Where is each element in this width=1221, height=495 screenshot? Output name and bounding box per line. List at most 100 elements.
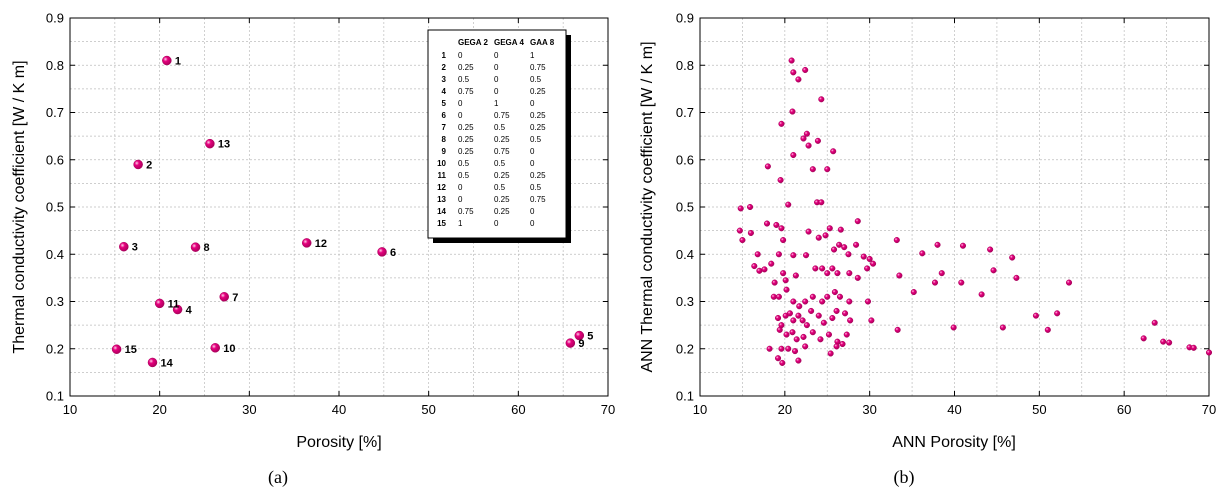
data-point (802, 252, 810, 259)
data-point (790, 298, 797, 305)
data-point (779, 359, 786, 366)
data-point (808, 307, 815, 315)
data-point-label: 13 (218, 139, 230, 151)
legend-cell: 0 (494, 219, 499, 228)
legend-cell: 0.75 (530, 63, 546, 72)
panel-label-a: (a) (268, 467, 288, 488)
x-tick-label: 20 (778, 402, 792, 417)
data-point (819, 298, 826, 305)
data-point (854, 274, 861, 281)
legend-cell: 0.5 (530, 75, 542, 84)
data-point (780, 237, 787, 244)
data-point (824, 270, 831, 277)
legend-cell: 0.25 (494, 135, 510, 144)
legend-cell: 0.5 (530, 183, 542, 192)
data-point (868, 317, 875, 324)
data-point (820, 319, 827, 326)
legend-cell: 0.5 (458, 75, 470, 84)
x-tick-label: 70 (601, 402, 615, 417)
axis-ticks: 10 20 30 40 50 60 70 0.1 0.2 0.3 0.4 0.5 0.6 0.7 0.8 0.… (676, 11, 1216, 418)
data-point (829, 314, 836, 322)
legend-cell: 1 (530, 51, 535, 60)
data-point (795, 357, 802, 364)
data-point (805, 142, 812, 149)
data-point (770, 293, 777, 300)
data-point (111, 344, 122, 354)
legend-cell: 0.75 (458, 207, 474, 216)
data-point (795, 312, 802, 319)
data-points (736, 57, 1213, 366)
legend-cell: 0.25 (494, 207, 510, 216)
data-point (778, 345, 785, 352)
data-point-label: 2 (146, 159, 152, 171)
data-point (842, 310, 849, 317)
data-point (756, 267, 763, 274)
y-tick-label: 0.3 (676, 294, 694, 309)
legend-row-id: 9 (442, 147, 447, 156)
legend-cell: 0.25 (458, 135, 474, 144)
y-tick-label: 0.9 (46, 11, 64, 26)
data-point (843, 331, 850, 338)
data-point (377, 247, 387, 257)
data-point (938, 270, 945, 277)
data-point (846, 270, 853, 277)
data-point (831, 289, 838, 296)
legend-cell: 0.5 (494, 123, 506, 132)
data-point (790, 69, 797, 76)
data-point-label: 1 (175, 56, 181, 68)
data-point (836, 293, 844, 300)
data-point (853, 241, 860, 248)
data-point (574, 330, 585, 341)
y-tick-label: 0.5 (46, 200, 64, 215)
panel-b-ann-porosity-vs-conductivity: 10 20 30 40 50 60 70 0.1 0.2 0.3 0.4 0.5 0.6 0.7 0.8 0.… (639, 11, 1216, 489)
x-tick-label: 10 (63, 402, 77, 417)
data-point (783, 331, 790, 338)
data-point (737, 205, 744, 212)
data-point (776, 326, 783, 333)
data-point (764, 163, 771, 170)
data-point (1140, 335, 1147, 342)
data-point (817, 336, 824, 343)
data-point (827, 350, 834, 357)
data-point (830, 148, 837, 155)
y-tick-label: 0.5 (676, 200, 694, 215)
data-point-label: 10 (223, 343, 235, 355)
data-point (133, 159, 143, 170)
data-point (154, 298, 165, 309)
legend-cell: 0 (494, 63, 499, 72)
grid-lines (700, 18, 1209, 396)
data-point (785, 345, 792, 352)
data-point (301, 238, 312, 248)
data-point (790, 317, 797, 324)
data-point (205, 138, 215, 149)
data-point (800, 135, 807, 142)
data-point (565, 338, 576, 348)
data-point (803, 322, 810, 329)
y-tick-label: 0.4 (676, 247, 694, 262)
data-point (210, 343, 221, 353)
data-point (793, 336, 800, 343)
legend-cell: 0.25 (494, 195, 510, 204)
data-point (1166, 339, 1173, 346)
legend-cell: 0 (458, 99, 463, 108)
data-point-label: 5 (587, 331, 593, 343)
y-tick-label: 0.2 (46, 341, 64, 356)
data-point (803, 130, 810, 137)
legend-cell: 0 (494, 51, 499, 60)
data-point (854, 218, 861, 225)
legend-cell: 0 (530, 159, 535, 168)
x-axis-label: Porosity [%] (296, 434, 381, 451)
data-point (950, 324, 957, 331)
data-point (788, 57, 795, 64)
data-point (799, 317, 806, 324)
data-point-label: 11 (168, 298, 180, 310)
data-point (747, 229, 754, 237)
legend-cell: 0.25 (530, 87, 546, 96)
data-point (119, 241, 129, 252)
data-point (751, 263, 758, 270)
legend-row-id: 10 (437, 159, 446, 168)
legend-cell: 0 (458, 111, 463, 120)
data-point (825, 331, 832, 338)
data-point (818, 199, 825, 206)
data-point (778, 225, 785, 232)
